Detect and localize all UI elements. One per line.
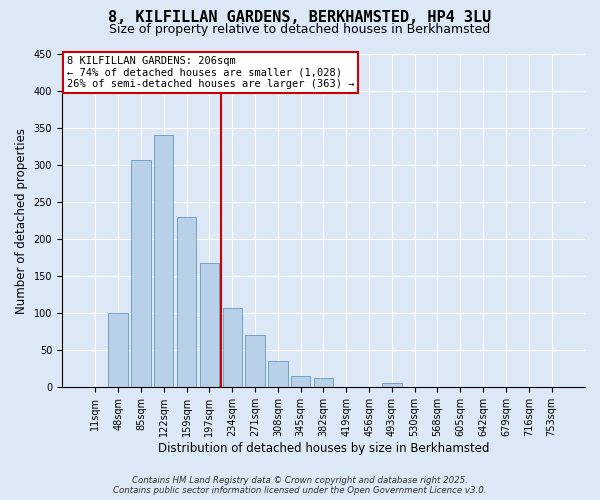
Bar [154, 134, 173, 388]
Text: 8 KILFILLAN GARDENS: 206sqm
← 74% of detached houses are smaller (1,028)
26% of : 8 KILFILLAN GARDENS: 206sqm ← 74% of det… [67, 56, 355, 89]
Text: Size of property relative to detached houses in Berkhamsted: Size of property relative to detached ho… [109, 22, 491, 36]
Bar [314, 378, 333, 388]
X-axis label: Distribution of detached houses by size in Berkhamsted: Distribution of detached houses by size … [158, 442, 489, 455]
Text: Contains HM Land Registry data © Crown copyright and database right 2025.
Contai: Contains HM Land Registry data © Crown c… [113, 476, 487, 495]
Y-axis label: Number of detached properties: Number of detached properties [15, 128, 28, 314]
Bar [223, 308, 242, 388]
Bar [268, 362, 287, 388]
Bar [177, 217, 196, 388]
Bar [131, 160, 151, 388]
Bar [382, 383, 401, 388]
Bar [291, 376, 310, 388]
Bar [245, 336, 265, 388]
Bar [200, 263, 219, 388]
Text: 8, KILFILLAN GARDENS, BERKHAMSTED, HP4 3LU: 8, KILFILLAN GARDENS, BERKHAMSTED, HP4 3… [109, 10, 491, 25]
Bar [109, 312, 128, 388]
